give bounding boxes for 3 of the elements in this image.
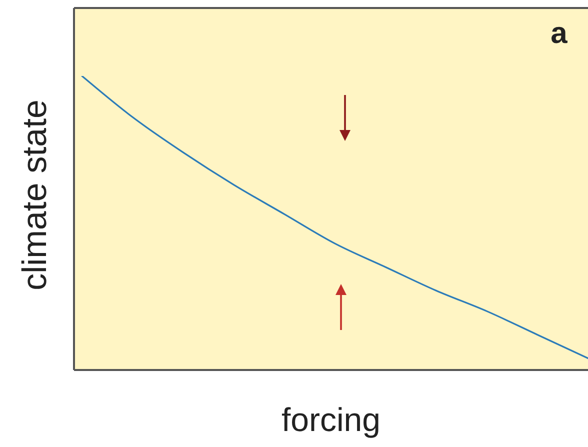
x-axis-title: forcing: [281, 401, 381, 438]
y-axis-title: climate state: [16, 100, 54, 290]
text: a: [550, 17, 568, 50]
